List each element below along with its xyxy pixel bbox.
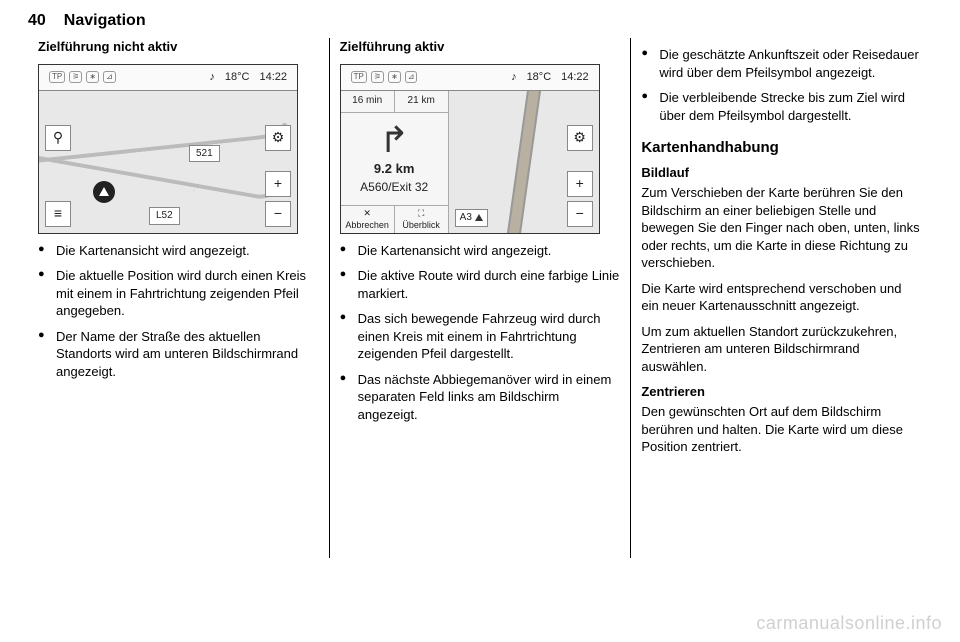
column-1: Zielführung nicht aktiv TP ⚞ ∗ ⊿ ♪ 18°C … bbox=[28, 38, 329, 558]
watermark: carmanualsonline.info bbox=[756, 613, 942, 634]
time-label: 14:22 bbox=[561, 70, 589, 85]
temperature-label: 18°C bbox=[225, 70, 250, 85]
antenna-icon: ⊿ bbox=[103, 71, 116, 84]
ns1-status-icons: TP ⚞ ∗ ⊿ bbox=[49, 71, 116, 84]
current-position-marker bbox=[93, 181, 115, 203]
col1-bullet-2: Die aktuelle Position wird durch einen K… bbox=[38, 267, 319, 320]
turn-main: ↱ 9.2 km A560/Exit 32 bbox=[341, 113, 448, 205]
turn-top-row: 16 min 21 km bbox=[341, 91, 448, 113]
col1-bullets: Die Kartenansicht wird ange­zeigt. Die a… bbox=[38, 242, 319, 381]
ns2-map[interactable]: A3 ⚙ + − bbox=[449, 91, 599, 233]
col2-bullet-4: Das nächste Abbiegemanöver wird in einem… bbox=[340, 371, 621, 424]
ns1-topbar: TP ⚞ ∗ ⊿ ♪ 18°C 14:22 bbox=[39, 65, 297, 91]
time-label: 14:22 bbox=[259, 70, 287, 85]
col2-bullet-1: Die Kartenansicht wird ange­zeigt. bbox=[340, 242, 621, 260]
ns2-topbar: TP ⚞ ∗ ⊿ ♪ 18°C 14:22 bbox=[341, 65, 599, 91]
col1-heading: Zielführung nicht aktiv bbox=[38, 38, 319, 56]
content-columns: Zielführung nicht aktiv TP ⚞ ∗ ⊿ ♪ 18°C … bbox=[0, 38, 960, 598]
col2-bullet-3: Das sich bewegende Fahrzeug wird durch e… bbox=[340, 310, 621, 363]
a3-text: A3 bbox=[460, 211, 472, 225]
scroll-para-1: Zum Verschieben der Karte berühren Sie d… bbox=[641, 184, 922, 272]
media-icon: ♪ bbox=[511, 70, 517, 85]
section-title: Navigation bbox=[64, 12, 146, 30]
col2-bullet-2: Die aktive Route wird durch eine farbige… bbox=[340, 267, 621, 302]
ns2-body: 16 min 21 km ↱ 9.2 km A560/Exit 32 ✕ Abb… bbox=[341, 91, 599, 233]
zoom-out-button[interactable]: − bbox=[567, 201, 593, 227]
turn-bottom-row: ✕ Abbrechen ⛶ Überblick bbox=[341, 205, 448, 233]
cancel-button[interactable]: ✕ Abbrechen bbox=[341, 206, 395, 233]
zoom-out-button[interactable]: − bbox=[265, 201, 291, 227]
col3-bullet-1: Die geschätzte Ankunftszeit oder Reiseda… bbox=[641, 46, 922, 81]
search-button[interactable]: ⚲ bbox=[45, 125, 71, 151]
menu-button[interactable]: ≡ bbox=[45, 201, 71, 227]
active-route-line bbox=[507, 91, 541, 233]
page-number: 40 bbox=[28, 12, 46, 30]
column-2: Zielführung aktiv TP ⚞ ∗ ⊿ ♪ 18°C 14:22 … bbox=[329, 38, 631, 558]
zoom-in-button[interactable]: + bbox=[265, 171, 291, 197]
scroll-para-2: Die Karte wird entsprechend verscho­ben … bbox=[641, 280, 922, 315]
map-handling-heading: Kartenhandhabung bbox=[641, 138, 922, 158]
page-header: 40 Navigation bbox=[0, 0, 960, 38]
signal-icon: ⚞ bbox=[69, 71, 82, 84]
col1-bullet-3: Der Name der Straße des aktu­ellen Stand… bbox=[38, 328, 319, 381]
turn-distance: 9.2 km bbox=[374, 160, 414, 178]
ns2-status-icons: TP ⚞ ∗ ⊿ bbox=[351, 71, 418, 84]
close-icon: ✕ bbox=[363, 207, 371, 219]
screenshot-guidance-active: TP ⚞ ∗ ⊿ ♪ 18°C 14:22 16 min 21 km ↱ bbox=[340, 64, 600, 234]
scroll-subheading: Bildlauf bbox=[641, 164, 922, 182]
center-para: Den gewünschten Ort auf dem Bild­schirm … bbox=[641, 403, 922, 456]
turn-arrow-icon: ↱ bbox=[379, 122, 409, 158]
direction-icon bbox=[475, 214, 483, 221]
road-label-521: 521 bbox=[189, 145, 220, 163]
tp-badge: TP bbox=[49, 71, 65, 84]
settings-button[interactable]: ⚙ bbox=[265, 125, 291, 151]
overview-label: Überblick bbox=[402, 219, 440, 231]
signal-icon: ⚞ bbox=[371, 71, 384, 84]
remaining-label: 21 km bbox=[395, 91, 448, 112]
media-icon: ♪ bbox=[209, 70, 215, 85]
antenna-icon: ⊿ bbox=[405, 71, 418, 84]
overview-icon: ⛶ bbox=[418, 207, 424, 219]
road-label-L52: L52 bbox=[149, 207, 180, 225]
settings-button[interactable]: ⚙ bbox=[567, 125, 593, 151]
eta-label: 16 min bbox=[341, 91, 395, 112]
road-label-a3: A3 bbox=[455, 209, 488, 227]
tp-badge: TP bbox=[351, 71, 367, 84]
bluetooth-icon: ∗ bbox=[86, 71, 99, 84]
turn-panel: 16 min 21 km ↱ 9.2 km A560/Exit 32 ✕ Abb… bbox=[341, 91, 449, 233]
col2-heading: Zielführung aktiv bbox=[340, 38, 621, 56]
scroll-para-3: Um zum aktuellen Standort zurück­zukehre… bbox=[641, 323, 922, 376]
temperature-label: 18°C bbox=[527, 70, 552, 85]
column-3: Die geschätzte Ankunftszeit oder Reiseda… bbox=[630, 38, 932, 558]
col2-bullets: Die Kartenansicht wird ange­zeigt. Die a… bbox=[340, 242, 621, 424]
center-subheading: Zentrieren bbox=[641, 383, 922, 401]
col3-top-bullets: Die geschätzte Ankunftszeit oder Reiseda… bbox=[641, 46, 922, 124]
ns1-map[interactable]: 521 L52 ⚲ ⚙ ≡ + − bbox=[39, 91, 297, 233]
col3-bullet-2: Die verbleibende Strecke bis zum Ziel wi… bbox=[641, 89, 922, 124]
overview-button[interactable]: ⛶ Überblick bbox=[395, 206, 448, 233]
screenshot-no-guidance: TP ⚞ ∗ ⊿ ♪ 18°C 14:22 521 L52 ⚲ ⚙ ≡ + bbox=[38, 64, 298, 234]
zoom-in-button[interactable]: + bbox=[567, 171, 593, 197]
col1-bullet-1: Die Kartenansicht wird ange­zeigt. bbox=[38, 242, 319, 260]
cancel-label: Abbrechen bbox=[345, 219, 389, 231]
bluetooth-icon: ∗ bbox=[388, 71, 401, 84]
turn-exit: A560/Exit 32 bbox=[360, 179, 428, 195]
